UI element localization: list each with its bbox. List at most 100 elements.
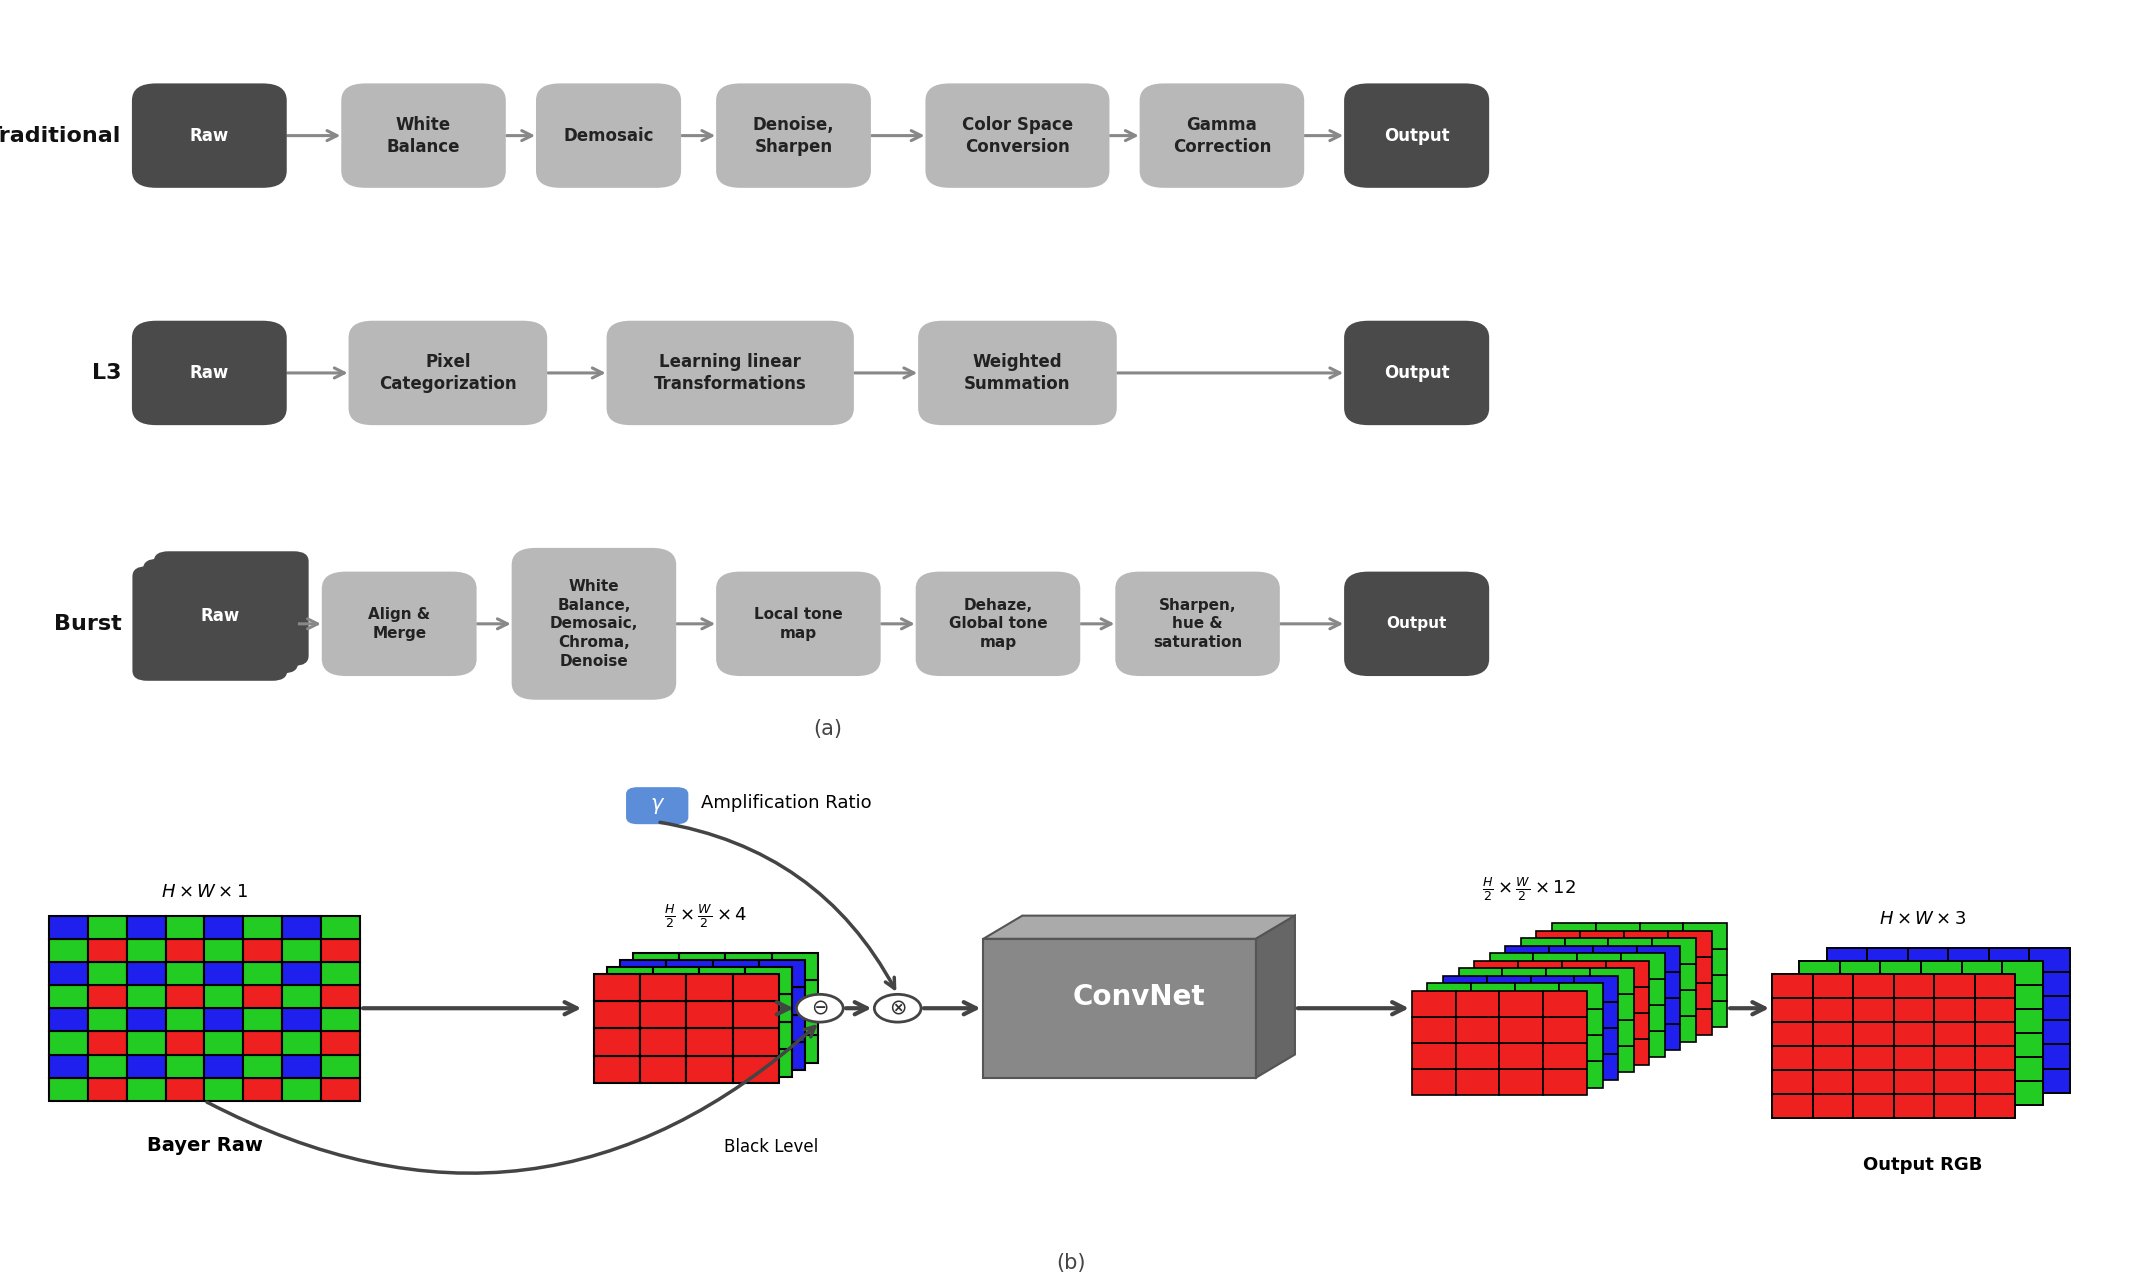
Bar: [1489, 980, 1534, 1006]
Bar: [1457, 1017, 1499, 1043]
Bar: [1975, 1046, 2016, 1070]
Bar: [1934, 998, 1975, 1021]
Bar: [126, 1031, 165, 1055]
FancyBboxPatch shape: [715, 571, 880, 676]
Bar: [49, 916, 88, 939]
Bar: [1581, 1008, 1624, 1035]
Bar: [1881, 1010, 1921, 1033]
Bar: [1624, 931, 1669, 957]
FancyBboxPatch shape: [715, 84, 872, 188]
Bar: [126, 985, 165, 1008]
Polygon shape: [983, 916, 1296, 939]
Bar: [1827, 1069, 1868, 1093]
Bar: [1609, 990, 1651, 1016]
Polygon shape: [1255, 916, 1296, 1078]
Bar: [1499, 1017, 1542, 1043]
Bar: [1502, 1020, 1547, 1047]
Bar: [1934, 1021, 1975, 1046]
Bar: [1427, 1010, 1472, 1035]
Bar: [1521, 939, 1564, 964]
Bar: [1444, 1028, 1487, 1055]
Bar: [1596, 949, 1639, 975]
Bar: [1457, 990, 1499, 1017]
Bar: [1988, 972, 2028, 997]
Bar: [1639, 1002, 1684, 1028]
Bar: [1868, 1020, 1909, 1044]
Text: Output: Output: [1384, 364, 1450, 382]
Bar: [1532, 1002, 1574, 1028]
FancyBboxPatch shape: [1345, 84, 1489, 188]
Bar: [1412, 1069, 1457, 1096]
Bar: [244, 916, 283, 939]
Bar: [1581, 983, 1624, 1008]
Bar: [1921, 1010, 1962, 1033]
Bar: [321, 1055, 360, 1078]
Bar: [1559, 1035, 1602, 1061]
Bar: [283, 1078, 321, 1101]
Bar: [1669, 1008, 1711, 1035]
Bar: [283, 916, 321, 939]
Bar: [165, 962, 203, 985]
Circle shape: [874, 994, 921, 1022]
Bar: [2003, 961, 2043, 985]
Bar: [726, 980, 771, 1008]
Bar: [1799, 1010, 1840, 1033]
Bar: [1771, 1094, 1812, 1118]
Bar: [1606, 1039, 1649, 1065]
Bar: [1812, 1021, 1853, 1046]
Bar: [244, 939, 283, 962]
Bar: [1894, 1046, 1934, 1070]
Bar: [1542, 1017, 1587, 1043]
Bar: [758, 959, 805, 988]
Bar: [771, 1008, 818, 1035]
Bar: [126, 916, 165, 939]
Bar: [1868, 1044, 1909, 1069]
Text: Black Level: Black Level: [724, 1138, 818, 1156]
FancyBboxPatch shape: [1140, 84, 1304, 188]
Bar: [1962, 985, 2003, 1010]
Bar: [1487, 1055, 1532, 1080]
Bar: [1840, 1082, 1881, 1106]
Bar: [126, 939, 165, 962]
Bar: [1894, 1094, 1934, 1118]
Bar: [1894, 1021, 1934, 1046]
Bar: [1519, 961, 1562, 986]
Bar: [1412, 1043, 1457, 1069]
Bar: [1669, 931, 1711, 957]
Bar: [1472, 1061, 1514, 1088]
Bar: [244, 985, 283, 1008]
Bar: [244, 962, 283, 985]
Bar: [126, 962, 165, 985]
Bar: [49, 1055, 88, 1078]
Bar: [203, 939, 244, 962]
Bar: [640, 1056, 685, 1083]
Bar: [1574, 1028, 1617, 1055]
Bar: [771, 1035, 818, 1062]
Bar: [1589, 968, 1634, 994]
Text: Output: Output: [1384, 126, 1450, 144]
Bar: [1840, 1057, 1881, 1082]
Text: Local tone
map: Local tone map: [754, 607, 842, 640]
Bar: [758, 1015, 805, 1042]
Text: Raw: Raw: [201, 607, 240, 625]
Bar: [632, 1008, 679, 1035]
Bar: [1444, 976, 1487, 1002]
Bar: [1506, 972, 1549, 998]
Bar: [165, 916, 203, 939]
Bar: [606, 1049, 653, 1076]
Bar: [1840, 1010, 1881, 1033]
Bar: [733, 1056, 780, 1083]
Bar: [1536, 983, 1581, 1008]
Bar: [1827, 1020, 1868, 1044]
Bar: [88, 1031, 126, 1055]
Bar: [1934, 1070, 1975, 1094]
Bar: [1487, 1028, 1532, 1055]
Bar: [244, 1008, 283, 1031]
Bar: [1988, 1044, 2028, 1069]
Bar: [1840, 985, 1881, 1010]
Bar: [1564, 990, 1609, 1016]
Bar: [713, 988, 758, 1015]
Bar: [283, 1031, 321, 1055]
Bar: [653, 1049, 698, 1076]
Bar: [1949, 997, 1988, 1020]
